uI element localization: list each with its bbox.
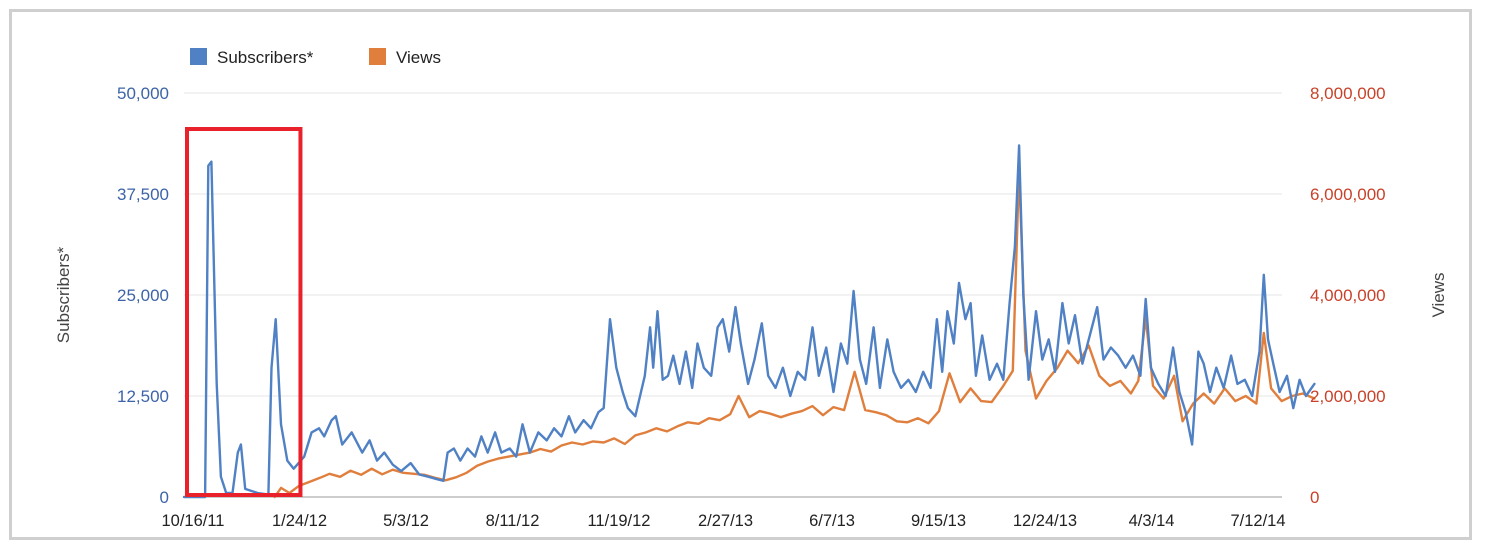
legend-swatch-subscribers xyxy=(190,48,207,65)
chart-frame xyxy=(9,9,1472,540)
y-right-tick-label: 2,000,000 xyxy=(1310,387,1386,406)
x-tick-label: 12/24/13 xyxy=(1013,512,1077,530)
y-left-tick-label: 12,500 xyxy=(117,387,169,406)
x-tick-label: 8/11/12 xyxy=(486,512,540,530)
y-right-axis-title: Views xyxy=(1429,272,1448,317)
x-tick-label: 1/24/12 xyxy=(272,512,327,530)
x-tick-label: 9/15/13 xyxy=(911,512,966,530)
x-tick-label: 7/12/14 xyxy=(1230,512,1285,530)
y-left-tick-label: 50,000 xyxy=(117,84,169,103)
legend-label-views: Views xyxy=(396,48,441,67)
subscribers-line xyxy=(182,144,1316,499)
axes: 0 0 12,500 2,000,000 25,000 4,000,000 37,500 6,… xyxy=(54,84,1448,530)
y-right-tick-label: 0 xyxy=(1310,488,1319,507)
y-right-tick-label: 8,000,000 xyxy=(1310,84,1386,103)
y-left-axis-title: Subscribers* xyxy=(54,246,73,343)
y-left-tick-label: 37,500 xyxy=(117,185,169,204)
legend-swatch-views xyxy=(369,48,386,65)
y-right-tick-label: 6,000,000 xyxy=(1310,185,1386,204)
legend: Subscribers* Views xyxy=(190,48,441,67)
x-tick-label: 6/7/13 xyxy=(809,512,855,530)
views-line xyxy=(273,167,1316,499)
legend-label-subscribers: Subscribers* xyxy=(217,48,314,67)
x-tick-label: 2/27/13 xyxy=(698,512,753,530)
x-tick-label: 4/3/14 xyxy=(1129,512,1175,530)
y-left-tick-label: 25,000 xyxy=(117,286,169,305)
y-right-tick-label: 4,000,000 xyxy=(1310,286,1386,305)
x-tick-label: 10/16/11 xyxy=(161,512,224,530)
highlight-box xyxy=(185,127,303,497)
grid-lines xyxy=(184,92,1282,498)
series-lines xyxy=(182,144,1316,499)
y-left-tick-label: 0 xyxy=(160,488,169,507)
x-tick-label: 5/3/12 xyxy=(383,512,429,530)
x-tick-label: 11/19/12 xyxy=(587,512,650,530)
